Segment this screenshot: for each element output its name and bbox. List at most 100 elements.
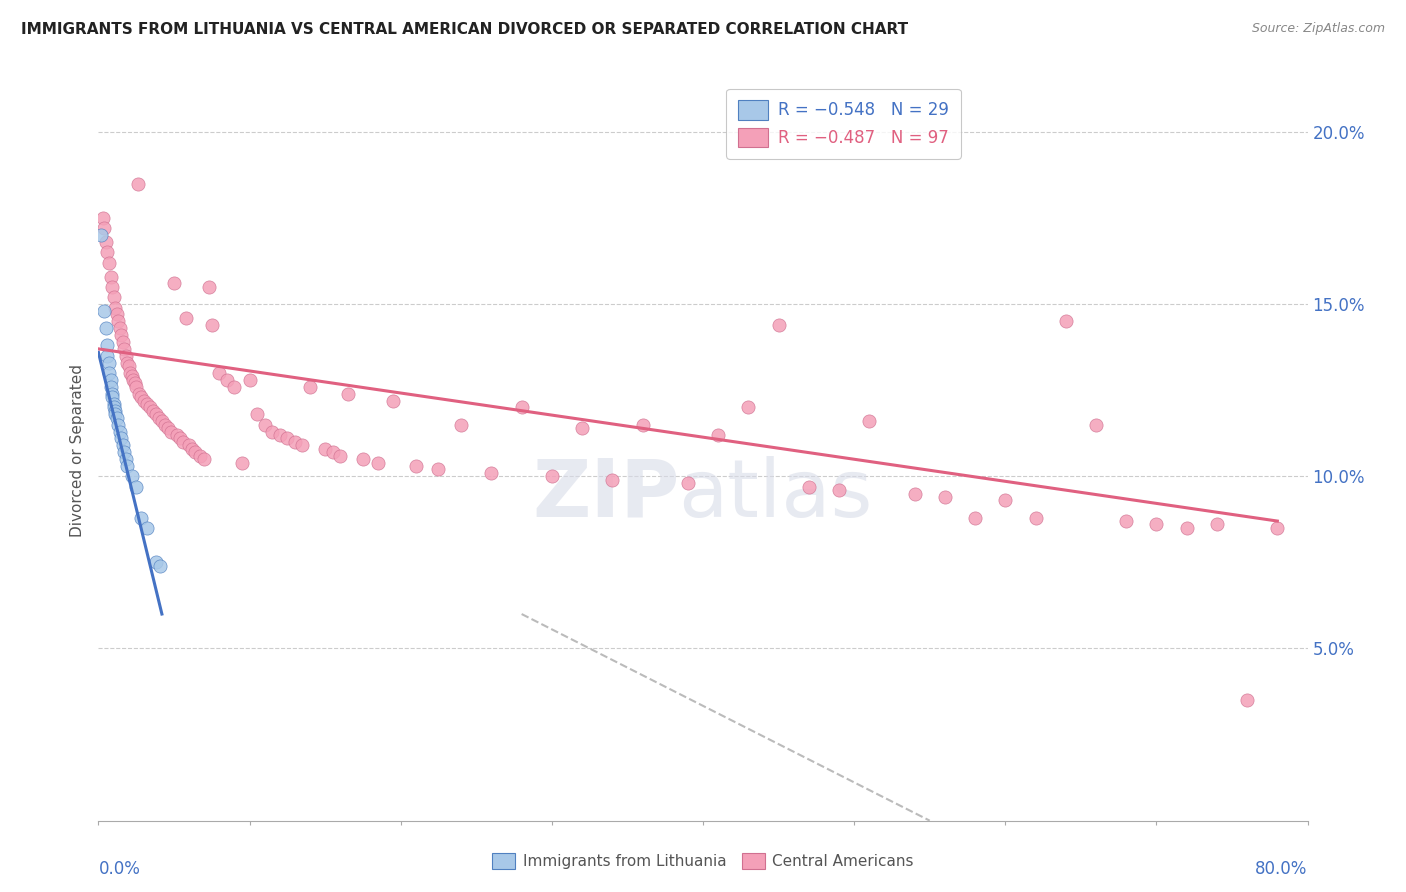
Point xyxy=(94,235,117,249)
Point xyxy=(676,476,699,491)
Point xyxy=(129,390,152,404)
Point xyxy=(135,521,157,535)
Point xyxy=(201,318,224,332)
Point xyxy=(160,425,183,439)
Point xyxy=(1115,514,1137,528)
Point xyxy=(145,407,167,421)
Point xyxy=(145,555,167,569)
Point xyxy=(269,428,291,442)
Point xyxy=(122,373,145,387)
Point xyxy=(1085,417,1108,432)
Point xyxy=(135,397,157,411)
Point xyxy=(1236,693,1258,707)
Point xyxy=(1267,521,1289,535)
Point xyxy=(104,404,127,418)
Point xyxy=(215,373,238,387)
Point xyxy=(103,397,125,411)
Point xyxy=(139,401,162,415)
Point xyxy=(1206,517,1229,532)
Point xyxy=(352,452,374,467)
Text: 80.0%: 80.0% xyxy=(1256,860,1308,878)
Point xyxy=(965,510,987,524)
Point xyxy=(105,410,128,425)
Point xyxy=(262,425,284,439)
Point xyxy=(142,404,165,418)
Point xyxy=(1144,517,1167,532)
Point xyxy=(231,456,253,470)
Point xyxy=(253,417,276,432)
Point xyxy=(101,390,124,404)
Point xyxy=(179,438,201,452)
Point xyxy=(224,380,246,394)
Point xyxy=(111,438,134,452)
Point xyxy=(98,256,121,270)
Point xyxy=(208,366,231,380)
Point xyxy=(540,469,562,483)
Point xyxy=(184,445,207,459)
Point xyxy=(276,431,298,445)
Point xyxy=(858,414,880,428)
Point xyxy=(148,410,170,425)
Point xyxy=(197,280,219,294)
Point xyxy=(602,473,624,487)
Point xyxy=(329,449,352,463)
Point xyxy=(111,334,134,349)
Point xyxy=(336,386,359,401)
Point xyxy=(246,407,269,421)
Point xyxy=(100,373,122,387)
Point xyxy=(156,421,179,435)
Point xyxy=(100,380,122,394)
Point xyxy=(93,221,115,235)
Point xyxy=(631,417,654,432)
Point xyxy=(115,356,138,370)
Text: Source: ZipAtlas.com: Source: ZipAtlas.com xyxy=(1251,22,1385,36)
Point xyxy=(103,290,125,304)
Point xyxy=(132,393,155,408)
Point xyxy=(127,177,149,191)
Point xyxy=(108,321,131,335)
Text: 0.0%: 0.0% xyxy=(98,860,141,878)
Point xyxy=(110,328,132,343)
Point xyxy=(284,434,307,449)
Legend: R = −0.548   N = 29, R = −0.487   N = 97: R = −0.548 N = 29, R = −0.487 N = 97 xyxy=(727,88,960,159)
Text: ZIP: ZIP xyxy=(533,456,681,534)
Point xyxy=(188,449,211,463)
Point xyxy=(150,414,173,428)
Point xyxy=(481,466,503,480)
Point xyxy=(322,445,344,459)
Point xyxy=(163,277,186,291)
Point xyxy=(98,356,121,370)
Point xyxy=(104,301,127,315)
Point xyxy=(571,421,593,435)
Point xyxy=(124,376,146,391)
Point xyxy=(934,490,956,504)
Point xyxy=(181,442,204,456)
Text: atlas: atlas xyxy=(678,456,873,534)
Point xyxy=(120,366,142,380)
Point xyxy=(125,380,148,394)
Point xyxy=(96,349,118,363)
Point xyxy=(193,452,215,467)
Point xyxy=(103,401,125,415)
Text: IMMIGRANTS FROM LITHUANIA VS CENTRAL AMERICAN DIVORCED OR SEPARATED CORRELATION : IMMIGRANTS FROM LITHUANIA VS CENTRAL AME… xyxy=(21,22,908,37)
Point xyxy=(90,228,112,243)
Point xyxy=(107,314,129,328)
Point xyxy=(291,438,314,452)
Point xyxy=(110,431,132,445)
Point xyxy=(737,401,759,415)
Point xyxy=(1175,521,1198,535)
Point xyxy=(172,434,194,449)
Point xyxy=(174,310,197,325)
Point xyxy=(112,445,135,459)
Point xyxy=(768,318,790,332)
Point xyxy=(104,407,127,421)
Point xyxy=(707,428,730,442)
Point xyxy=(100,269,122,284)
Point xyxy=(96,245,118,260)
Point xyxy=(904,486,927,500)
Point xyxy=(125,480,148,494)
Point xyxy=(405,458,427,473)
Point xyxy=(828,483,851,497)
Point xyxy=(239,373,262,387)
Point xyxy=(91,211,114,225)
